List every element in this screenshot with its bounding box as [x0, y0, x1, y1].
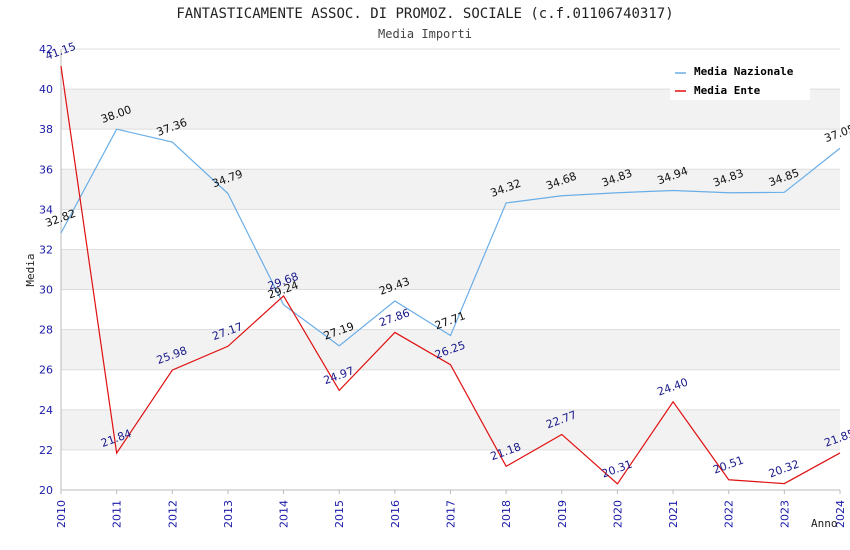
legend-label-ente: Media Ente	[694, 84, 761, 97]
x-axis-title: Anno	[811, 517, 838, 530]
x-tick-label: 2013	[222, 500, 235, 528]
legend-label-nazionale: Media Nazionale	[694, 65, 794, 78]
y-axis-ticks: 20 22 24 26 28 30 32 34 36 38 40 42	[39, 43, 53, 497]
x-axis-ticks: 2010 2011 2012 2013 2014 2015 2016 2017 2018 2019…	[55, 490, 847, 528]
series-line-nazionale	[60, 128, 841, 347]
y-axis-title: Media	[24, 253, 37, 286]
grid-band	[61, 169, 840, 210]
legend-box	[670, 58, 810, 100]
y-tick-label: 30	[39, 284, 53, 297]
series-line-ente	[60, 65, 841, 485]
x-tick-label: 2022	[723, 500, 736, 528]
x-tick-label: 2016	[389, 500, 402, 528]
chart-subtitle: Media Importi	[378, 27, 472, 41]
legend: Media Nazionale Media Ente	[670, 58, 810, 100]
y-tick-label: 32	[39, 243, 53, 256]
x-tick-label: 2021	[667, 500, 680, 528]
y-tick-label: 40	[39, 83, 53, 96]
x-tick-label: 2015	[333, 500, 346, 528]
x-tick-label: 2018	[500, 500, 513, 528]
y-tick-label: 22	[39, 444, 53, 457]
y-tick-label: 42	[39, 43, 53, 56]
series-lines	[60, 65, 841, 485]
chart-title: FANTASTICAMENTE ASSOC. DI PROMOZ. SOCIAL…	[176, 6, 674, 22]
x-tick-label: 2024	[834, 500, 847, 528]
x-tick-label: 2019	[556, 500, 569, 528]
y-tick-label: 24	[39, 404, 53, 417]
x-tick-label: 2011	[111, 500, 124, 528]
x-tick-label: 2012	[166, 500, 179, 528]
x-tick-label: 2014	[278, 500, 291, 528]
y-tick-label: 38	[39, 123, 53, 136]
y-tick-label: 34	[39, 203, 53, 216]
grid-bands	[60, 48, 840, 491]
grid-band	[61, 329, 840, 370]
y-tick-label: 20	[39, 484, 53, 497]
x-tick-label: 2017	[445, 500, 458, 528]
x-tick-label: 2020	[611, 500, 624, 528]
x-tick-label: 2010	[55, 500, 68, 528]
x-tick-label: 2023	[778, 500, 791, 528]
grid-band	[61, 409, 840, 450]
y-tick-label: 36	[39, 163, 53, 176]
y-tick-label: 26	[39, 364, 53, 377]
y-tick-label: 28	[39, 324, 53, 337]
grid-band	[61, 249, 840, 290]
